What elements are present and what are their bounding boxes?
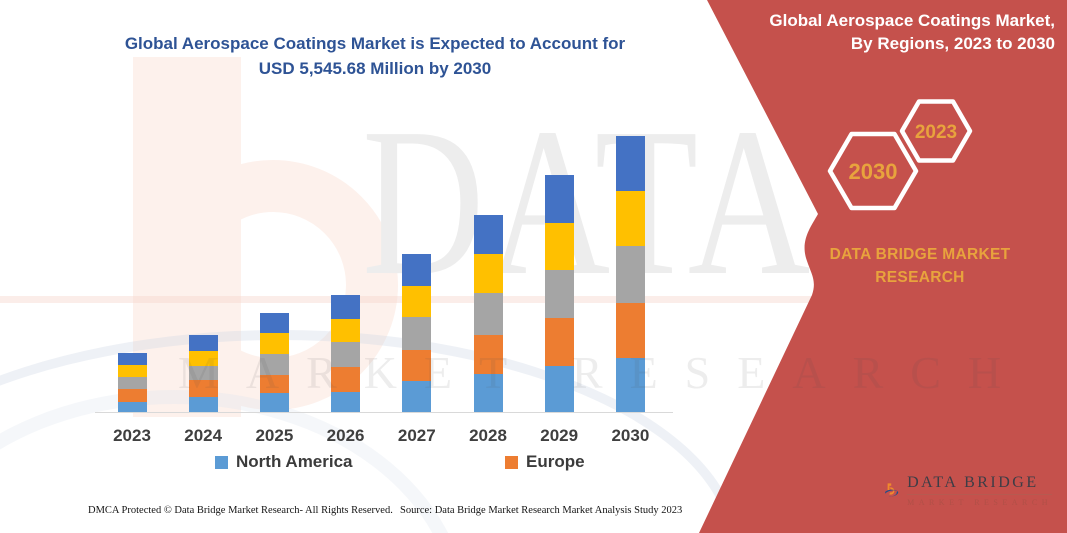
bar-segment-2030-series3 bbox=[615, 246, 645, 303]
footer-dmca-text: DMCA Protected © Data Bridge Market Rese… bbox=[88, 505, 393, 516]
bar-segment-2029-Europe bbox=[544, 317, 574, 367]
legend-swatch-europe bbox=[505, 455, 518, 469]
x-axis-label-2025: 2025 bbox=[255, 426, 294, 445]
x-axis-label-2024: 2024 bbox=[184, 426, 223, 445]
bar-segment-2024-series4 bbox=[188, 350, 218, 366]
bar-segment-2030-Europe bbox=[615, 302, 645, 358]
bar-segment-2028-series5 bbox=[473, 215, 503, 255]
bar-segment-2029-series5 bbox=[544, 175, 574, 223]
bar-segment-2023-Europe bbox=[117, 389, 147, 402]
stacked-bar-2029 bbox=[544, 175, 574, 412]
databridge-logo-icon bbox=[885, 483, 899, 497]
bar-segment-2028-series3 bbox=[473, 292, 503, 335]
bar-segment-2027-North America bbox=[402, 381, 432, 412]
hexagon-2023-label: 2023 bbox=[915, 122, 957, 143]
chart-title: Global Aerospace Coatings Market is Expe… bbox=[85, 32, 665, 81]
chart-title-line1: Global Aerospace Coatings Market is Expe… bbox=[124, 34, 626, 53]
chart-legend: North America Europe bbox=[0, 452, 700, 476]
bar-segment-2027-series5 bbox=[402, 254, 432, 287]
x-axis-label-2029: 2029 bbox=[540, 426, 579, 445]
bar-segment-2028-North America bbox=[473, 373, 503, 412]
stacked-bar-2027 bbox=[402, 254, 432, 412]
red-panel-shape bbox=[699, 0, 1067, 533]
stacked-bar-2030 bbox=[615, 136, 645, 412]
databridge-logo-text: DATA BRIDGE MARKET RESEARCH bbox=[907, 474, 1052, 507]
bar-segment-2024-series3 bbox=[188, 365, 218, 380]
legend-item-europe: Europe bbox=[505, 452, 585, 472]
bar-segment-2026-series3 bbox=[331, 341, 361, 367]
sidebar-brand-text: DATA BRIDGE MARKET RESEARCH bbox=[829, 246, 1011, 287]
bar-segment-2026-North America bbox=[331, 391, 361, 412]
legend-item-north-america: North America bbox=[215, 452, 353, 472]
x-axis-label-2027: 2027 bbox=[397, 426, 436, 445]
footer-source-text: Source: Data Bridge Market Research Mark… bbox=[400, 505, 683, 516]
bar-segment-2027-Europe bbox=[402, 349, 432, 382]
stacked-bar-2028 bbox=[473, 215, 503, 412]
hexagon-2030-label: 2030 bbox=[849, 159, 898, 184]
stacked-bar-2026 bbox=[331, 294, 361, 412]
legend-label-north-america: North America bbox=[236, 452, 353, 471]
stacked-bar-2025 bbox=[259, 313, 289, 412]
bar-segment-2025-series3 bbox=[259, 353, 289, 375]
x-axis-label-2026: 2026 bbox=[326, 426, 365, 445]
bar-segment-2023-series3 bbox=[117, 376, 147, 390]
hexagon-2023-outline bbox=[899, 99, 973, 163]
bar-segment-2026-series5 bbox=[331, 294, 361, 320]
bar-segment-2026-series4 bbox=[331, 319, 361, 342]
databridge-logo: DATA BRIDGE MARKET RESEARCH bbox=[884, 458, 1052, 522]
x-axis-labels: 2023 2024 2025 2026 2027 2028 2029 2030 bbox=[95, 426, 668, 448]
bar-segment-2023-series5 bbox=[117, 352, 147, 366]
bar-segment-2023-series4 bbox=[117, 365, 147, 377]
sidebar-title: Global Aerospace Coatings Market, By Reg… bbox=[769, 11, 1055, 53]
bar-segment-2024-North America bbox=[188, 397, 218, 412]
logo-name: DATA BRIDGE bbox=[907, 474, 1052, 495]
bar-segment-2025-series4 bbox=[259, 333, 289, 354]
bar-segment-2024-series5 bbox=[188, 334, 218, 351]
x-axis-label-2023: 2023 bbox=[113, 426, 151, 445]
stacked-bar-2023 bbox=[117, 352, 147, 412]
bar-segment-2029-North America bbox=[544, 366, 574, 412]
bar-segment-2025-North America bbox=[259, 393, 289, 412]
legend-label-europe: Europe bbox=[526, 452, 585, 471]
stacked-bar-2024 bbox=[188, 334, 218, 412]
bar-segment-2027-series4 bbox=[402, 286, 432, 318]
bar-segment-2030-North America bbox=[615, 357, 645, 412]
bar-segment-2028-Europe bbox=[473, 334, 503, 374]
x-axis-label-2028: 2028 bbox=[469, 426, 507, 445]
bar-segment-2030-series5 bbox=[615, 136, 645, 191]
x-axis-label-2030: 2030 bbox=[611, 426, 650, 445]
bar-segment-2023-North America bbox=[117, 402, 147, 412]
bar-segment-2028-series4 bbox=[473, 254, 503, 293]
plot-area bbox=[95, 130, 668, 412]
bar-segment-2027-series3 bbox=[402, 317, 432, 350]
logo-subtitle: MARKET RESEARCH bbox=[907, 497, 1052, 507]
bar-segment-2029-series4 bbox=[544, 222, 574, 271]
x-axis-line bbox=[95, 412, 673, 413]
bar-segment-2025-series5 bbox=[259, 313, 289, 334]
chart-title-line2: USD 5,545.68 Million by 2030 bbox=[258, 58, 492, 78]
bar-segment-2025-Europe bbox=[259, 374, 289, 394]
legend-swatch-north-america bbox=[215, 455, 228, 469]
bar-segment-2026-Europe bbox=[331, 366, 361, 392]
bar-segment-2024-Europe bbox=[188, 379, 218, 398]
bar-segment-2029-series3 bbox=[544, 270, 574, 318]
hexagon-2030-outline bbox=[827, 131, 919, 211]
bar-segment-2030-series4 bbox=[615, 190, 645, 247]
